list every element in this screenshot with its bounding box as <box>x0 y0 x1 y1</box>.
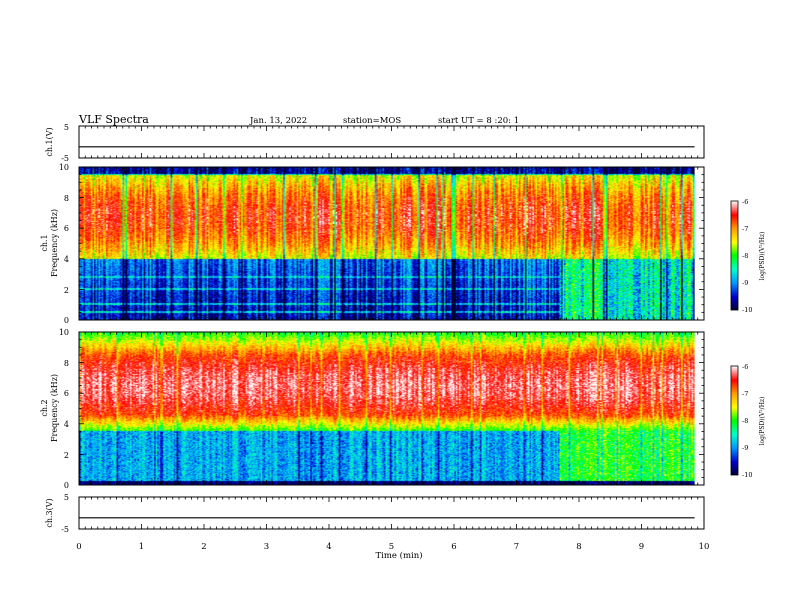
ch1-ylabel-frequency: Frequency (kHz) <box>50 209 59 277</box>
ch1-colorbar <box>730 200 739 311</box>
x-tick-0: 0 <box>76 542 81 552</box>
x-tick-8: 8 <box>576 542 581 552</box>
ch2-cbar-tick-m7: -7 <box>742 390 748 398</box>
x-tick-3: 3 <box>264 542 269 552</box>
ch1-ytick-2: 2 <box>64 286 69 295</box>
ch1-voltage-tick-top: 5 <box>64 123 69 132</box>
ch2-ytick-2: 2 <box>64 451 69 460</box>
x-axis-label: Time (min) <box>375 550 422 561</box>
ch1-ylabel-channel: ch.1 <box>40 234 49 251</box>
x-tick-9: 9 <box>639 542 644 552</box>
x-tick-1: 1 <box>139 542 144 552</box>
ch1-cbar-tick-m10: -10 <box>742 306 752 314</box>
ch3-voltage-tick-bottom: -5 <box>61 525 69 534</box>
ch1-ytick-10: 10 <box>59 163 69 172</box>
ch1-voltage-tick-bottom: -5 <box>61 154 69 163</box>
ch1-cbar-tick-m6: -6 <box>742 198 748 206</box>
ch2-spectrogram-panel: 0 2 4 6 8 10 ch.2 Frequency (kHz) -6 -7 … <box>40 328 766 490</box>
ch2-ytick-10: 10 <box>59 328 69 337</box>
ch3-voltage-panel: 5 -5 ch.3(V) <box>45 493 705 534</box>
ch3-voltage-ylabel: ch.3(V) <box>45 498 54 527</box>
ch2-ylabel-channel: ch.2 <box>40 399 49 416</box>
x-axis: 0 1 2 3 4 5 6 7 8 9 10 Time (min) <box>76 542 709 561</box>
start-time-label: start UT = 8 :20: 1 <box>438 116 519 126</box>
x-tick-7: 7 <box>514 542 519 552</box>
ch2-spectrogram-image <box>79 332 695 485</box>
x-tick-6: 6 <box>451 542 456 552</box>
ch1-cbar-tick-m9: -9 <box>742 279 748 287</box>
ch3-voltage-tick-top: 5 <box>64 493 69 502</box>
ch1-cbar-tick-m8: -8 <box>742 252 748 260</box>
ch1-cbar-tick-m7: -7 <box>742 225 748 233</box>
ch2-cbar-tick-m10: -10 <box>742 471 752 479</box>
ch2-cbar-tick-m9: -9 <box>742 444 748 452</box>
ch1-voltage-panel: 5 -5 ch.1(V) <box>45 123 705 163</box>
x-tick-2: 2 <box>201 542 206 552</box>
ch2-ytick-6: 6 <box>64 389 69 398</box>
ch1-voltage-ylabel: ch.1(V) <box>45 127 54 156</box>
ch2-ytick-0: 0 <box>64 481 69 490</box>
ch1-spectrogram-image <box>79 167 695 320</box>
x-tick-4: 4 <box>326 542 331 552</box>
ch1-spectrogram-panel: 0 2 4 6 8 10 ch.1 Frequency (kHz) -6 -7 … <box>40 163 766 325</box>
ch2-ytick-4: 4 <box>64 420 69 429</box>
x-tick-5: 5 <box>389 542 394 552</box>
figure-title: VLF Spectra <box>78 113 149 126</box>
ch1-ytick-6: 6 <box>64 224 69 233</box>
ch1-colorbar-label: log(PSD)(V²/Hz) <box>759 232 766 281</box>
ch2-ylabel-frequency: Frequency (kHz) <box>50 374 59 442</box>
ch2-cbar-tick-m6: -6 <box>742 363 748 371</box>
ch1-ytick-0: 0 <box>64 316 69 325</box>
x-tick-10: 10 <box>699 542 710 552</box>
ch2-colorbar-label: log(PSD)(V²/Hz) <box>759 397 766 446</box>
ch2-ytick-8: 8 <box>64 359 69 368</box>
station-label: station=MOS <box>343 116 401 126</box>
ch1-ytick-8: 8 <box>64 194 69 203</box>
date-label: Jan. 13, 2022 <box>249 116 307 126</box>
ch2-colorbar <box>730 365 739 476</box>
axis-tick-marks <box>78 126 705 529</box>
ch1-ytick-4: 4 <box>64 255 69 264</box>
ch2-cbar-tick-m8: -8 <box>742 417 748 425</box>
